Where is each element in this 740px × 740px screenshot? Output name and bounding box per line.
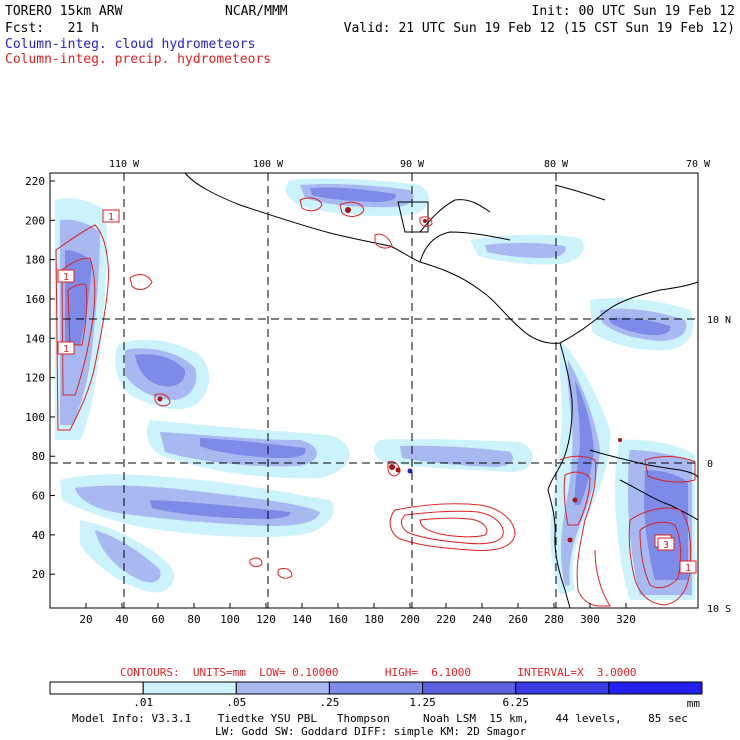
y-tick-label: 40 [32, 529, 45, 542]
x-tick-label: 300 [580, 613, 600, 626]
x-tick-label: 180 [364, 613, 384, 626]
x-tick-label: 160 [328, 613, 348, 626]
colorbar-swatch [515, 681, 610, 695]
y-tick-label: 60 [32, 490, 45, 503]
x-tick-label: 20 [79, 613, 92, 626]
lon-label: 100 W [253, 159, 284, 170]
lon-label: 80 W [544, 159, 569, 170]
map-content: 1 1 1 1 3 1 [50, 172, 699, 609]
colorbar-swatch [422, 681, 517, 695]
x-tick-label: 100 [220, 613, 240, 626]
y-tick-label: 160 [25, 293, 45, 306]
y-tick-label: 220 [25, 175, 45, 188]
lat-label: 10 N [707, 315, 731, 326]
init-time: Init: 00 UTC Sun 19 Feb 12 [532, 4, 736, 19]
lon-label: 70 W [686, 159, 711, 170]
colorbar: .01 .05 .25 1.25 6.25 [49, 681, 703, 709]
x-tick-label: 60 [151, 613, 164, 626]
lon-label: 90 W [400, 159, 425, 170]
x-tick-label: 320 [616, 613, 636, 626]
contour-label: 1 [679, 560, 697, 574]
y-tick-label: 180 [25, 254, 45, 267]
legend-cloud: Column-integ. cloud hydrometeors [5, 37, 255, 52]
x-tick-label: 140 [292, 613, 312, 626]
y-tick-label: 20 [32, 568, 45, 581]
contour-info: CONTOURS: UNITS=mm LOW= 0.10000 HIGH= 6.… [120, 666, 637, 679]
contour-label-text: 1 [685, 563, 691, 574]
lat-label: 0 [707, 459, 713, 470]
precip-maxima [157, 207, 622, 543]
colorbar-swatch [49, 681, 144, 695]
x-tick-label: 280 [544, 613, 564, 626]
colorbar-label: .25 [319, 696, 339, 709]
colorbar-swatch [142, 681, 237, 695]
graticule [50, 173, 698, 608]
model-info: Model Info: V3.3.1 Tiedtke YSU PBL Thomp… [72, 712, 688, 725]
coastlines [184, 172, 699, 609]
axes: 20 40 60 80 100 120 140 160 180 200 220 240 260 280 30… [25, 159, 731, 626]
x-tick-label: 260 [508, 613, 528, 626]
y-tick-label: 80 [32, 450, 45, 463]
cloud-shading-dark [65, 187, 688, 580]
valid-time: Valid: 21 UTC Sun 19 Feb 12 (15 CST Sun … [344, 21, 735, 36]
colorbar-label: 1.25 [409, 696, 436, 709]
forecast-hour: Fcst: 21 h [5, 21, 99, 36]
contour-label: 1 [102, 209, 120, 223]
x-tick-label: 220 [436, 613, 456, 626]
legend-precip: Column-integ. precip. hydrometeors [5, 52, 271, 67]
colorbar-swatch [328, 681, 424, 695]
contour-label: 3 [657, 537, 675, 551]
x-tick-label: 120 [256, 613, 276, 626]
y-tick-label: 200 [25, 214, 45, 227]
lat-label: 10 S [707, 604, 731, 615]
contour-label: 1 [57, 269, 75, 283]
colorbar-label: .01 [133, 696, 153, 709]
x-tick-label: 80 [187, 613, 200, 626]
x-tick-label: 200 [400, 613, 420, 626]
colorbar-swatch [608, 681, 703, 695]
colorbar-swatch [235, 681, 330, 695]
colorbar-label: 6.25 [502, 696, 529, 709]
contour-label-text: 1 [63, 272, 69, 283]
y-tick-label: 120 [25, 372, 45, 385]
y-tick-label: 100 [25, 411, 45, 424]
x-tick-label: 40 [115, 613, 128, 626]
colorbar-unit: mm [687, 697, 701, 710]
model-title: TORERO 15km ARW [5, 4, 123, 19]
contour-label: 1 [57, 341, 75, 355]
y-tick-label: 140 [25, 332, 45, 345]
contour-label-text: 3 [663, 540, 669, 551]
colorbar-label: .05 [226, 696, 246, 709]
lon-label: 110 W [109, 159, 140, 170]
contour-labels: 1 1 1 1 3 1 [57, 209, 697, 574]
contour-label-text: 1 [108, 212, 114, 223]
center-title: NCAR/MMM [225, 4, 288, 19]
precip-contours [55, 197, 696, 607]
contour-label-text: 1 [63, 344, 69, 355]
x-tick-label: 240 [472, 613, 492, 626]
model-physics: LW: Godd SW: Goddard DIFF: simple KM: 2D… [215, 725, 527, 738]
cloud-dot [407, 468, 413, 474]
